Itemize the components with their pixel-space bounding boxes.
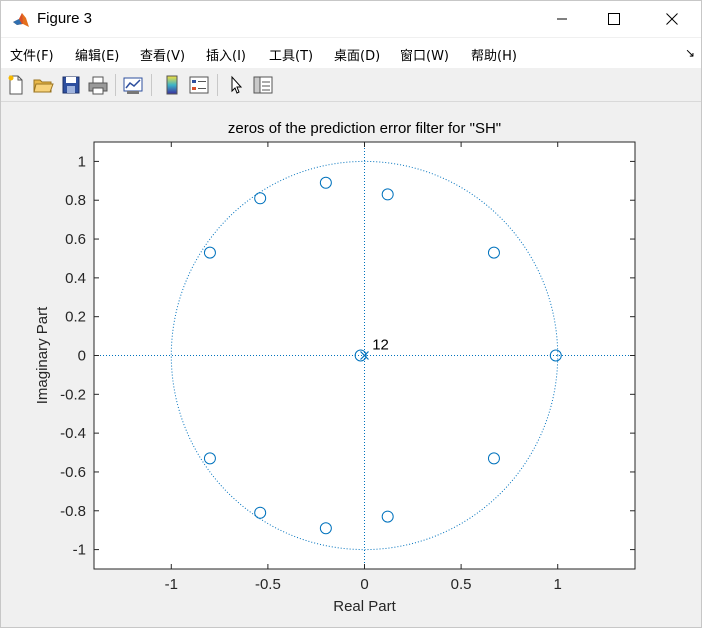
y-tick-label: 0 xyxy=(78,348,86,365)
toolbar-separator xyxy=(115,74,116,96)
zero-marker xyxy=(319,176,332,189)
menu-file[interactable]: 文件(F) xyxy=(10,49,54,64)
zero-marker xyxy=(381,510,394,523)
toolbar-separator xyxy=(217,74,218,96)
menu-insert[interactable]: 插入(I) xyxy=(206,49,246,64)
y-tick-label: 0.6 xyxy=(65,231,86,248)
zero-marker xyxy=(203,246,216,259)
zplane-plot[interactable]: 12 -1 -0.5 0 0.5 1 1 0.8 0.6 0.4 0.2 0 -0.2 -0.4 -0.… xyxy=(1,102,701,627)
zero-marker xyxy=(487,246,500,259)
x-tick-label: 0 xyxy=(360,576,368,593)
close-button[interactable] xyxy=(649,1,695,37)
plot-content: 12 xyxy=(94,142,635,569)
y-tick-label: 0.2 xyxy=(65,309,86,326)
y-tick-label: -0.8 xyxy=(60,503,86,520)
save-icon[interactable] xyxy=(60,74,82,96)
maximize-button[interactable] xyxy=(591,1,637,37)
figure-canvas[interactable]: 12 -1 -0.5 0 0.5 1 1 0.8 0.6 0.4 0.2 0 -0.2 -0.4 -0.… xyxy=(1,102,701,627)
zero-marker xyxy=(381,188,394,201)
select-arrow-icon[interactable] xyxy=(225,74,247,96)
zero-marker xyxy=(254,506,267,519)
pole-marker xyxy=(360,351,369,360)
y-tick-label: 0.4 xyxy=(65,270,86,287)
y-tick-label: 0.8 xyxy=(65,192,86,209)
title-bar[interactable]: Figure 3 xyxy=(1,1,701,37)
property-editor-icon[interactable] xyxy=(252,74,274,96)
y-tick-label: -1 xyxy=(73,542,86,559)
menu-window[interactable]: 窗口(W) xyxy=(400,49,449,64)
y-tick-label: 1 xyxy=(78,153,86,170)
menu-tools[interactable]: 工具(T) xyxy=(269,49,314,64)
print-icon[interactable] xyxy=(87,74,109,96)
zero-marker xyxy=(354,349,367,362)
toolbar-separator xyxy=(151,74,152,96)
x-tick-label: -0.5 xyxy=(255,576,281,593)
zero-marker xyxy=(549,349,562,362)
y-tick-label: -0.6 xyxy=(60,464,86,481)
link-plot-icon[interactable] xyxy=(122,74,144,96)
close-icon xyxy=(666,13,678,25)
y-tick-label: -0.2 xyxy=(60,386,86,403)
menu-desktop[interactable]: 桌面(D) xyxy=(334,49,381,64)
x-tick-label: -1 xyxy=(165,576,178,593)
matlab-logo-icon xyxy=(11,10,31,30)
markers-group: 12 xyxy=(203,176,562,535)
figure-toolbar xyxy=(1,69,701,102)
menu-view[interactable]: 查看(V) xyxy=(140,49,186,64)
y-axis-label: Imaginary Part xyxy=(34,306,51,404)
plot-title: zeros of the prediction error filter for… xyxy=(228,120,501,137)
multiplicity-label: 12 xyxy=(372,337,389,354)
new-figure-icon[interactable] xyxy=(5,74,27,96)
maximize-icon xyxy=(608,13,620,25)
open-file-icon[interactable] xyxy=(32,74,54,96)
window-title: Figure 3 xyxy=(37,10,93,27)
y-ticks: 1 0.8 0.6 0.4 0.2 0 -0.2 -0.4 -0.6 -0.8 -1 xyxy=(60,153,635,559)
x-axis-label: Real Part xyxy=(333,598,396,615)
y-tick-label: -0.4 xyxy=(60,425,86,442)
minimize-button[interactable] xyxy=(539,1,585,37)
unit-circle xyxy=(170,160,559,551)
zero-marker xyxy=(203,452,216,465)
x-tick-label: 0.5 xyxy=(451,576,472,593)
x-tick-label: 1 xyxy=(554,576,562,593)
minimize-icon xyxy=(556,13,568,25)
menu-edit[interactable]: 编辑(E) xyxy=(75,49,120,64)
dock-arrow-icon[interactable]: ↘ xyxy=(684,46,695,60)
menu-help[interactable]: 帮助(H) xyxy=(471,49,517,64)
zero-marker xyxy=(319,522,332,535)
legend-icon[interactable] xyxy=(188,74,210,96)
menu-bar: 文件(F) 编辑(E) 查看(V) 插入(I) 工具(T) 桌面(D) 窗口(W… xyxy=(1,38,701,68)
x-ticks: -1 -0.5 0 0.5 1 xyxy=(165,142,562,593)
colorbar-icon[interactable] xyxy=(161,74,183,96)
zero-marker xyxy=(487,452,500,465)
zero-marker xyxy=(254,192,267,205)
